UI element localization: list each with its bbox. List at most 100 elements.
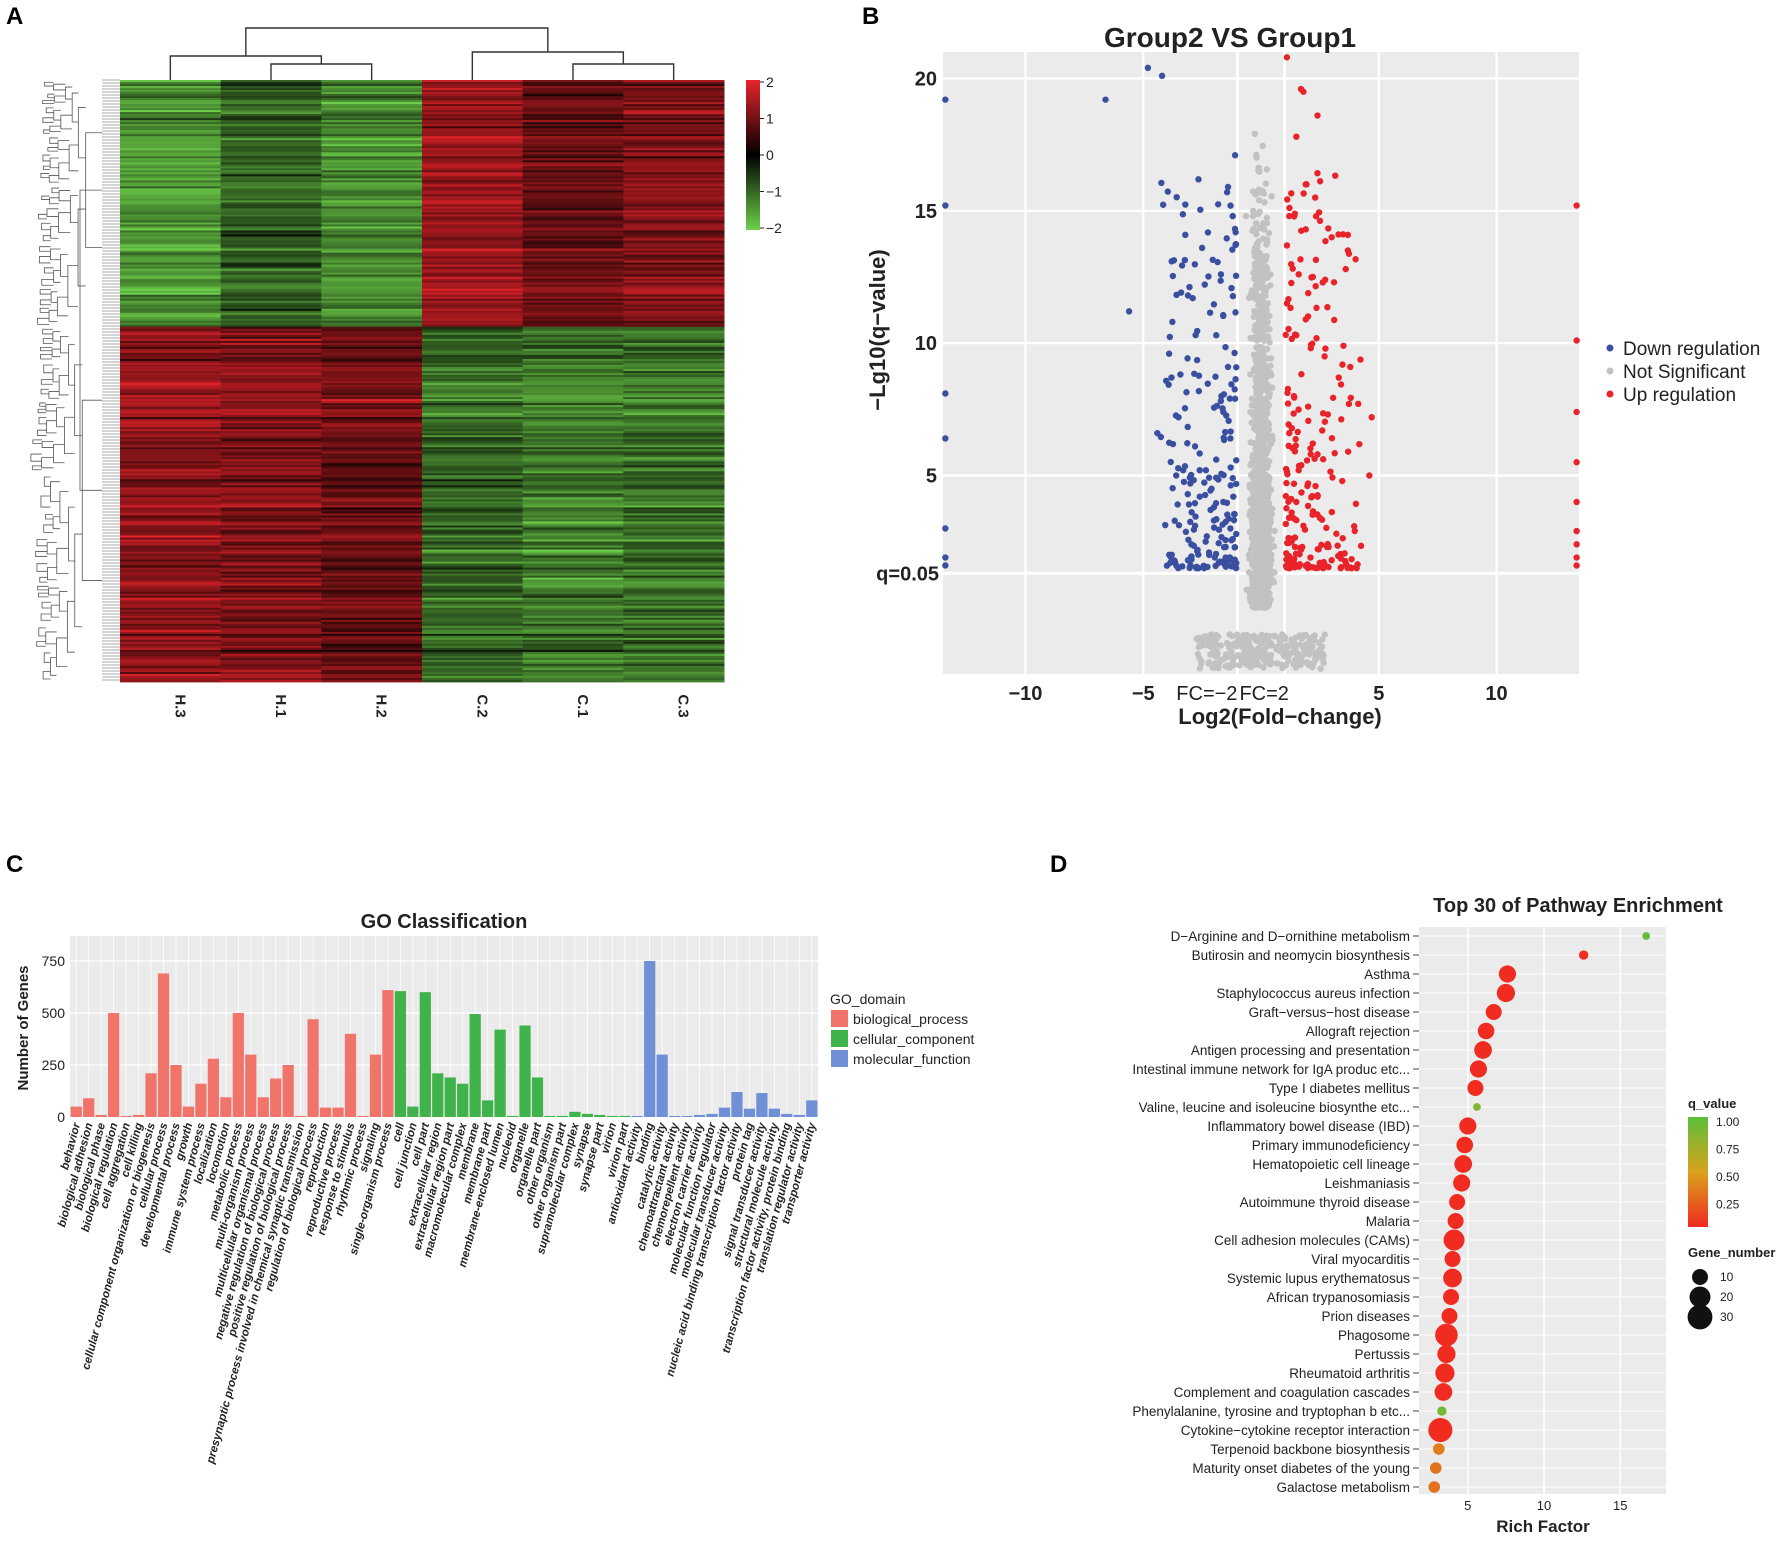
volcano-point-down xyxy=(1182,231,1189,239)
heatmap-cell xyxy=(522,591,624,595)
heatmap-cell xyxy=(220,152,322,155)
heatmap-cell xyxy=(623,270,725,274)
dendrogram-branch xyxy=(37,408,46,414)
heatmap-cell xyxy=(522,407,624,410)
volcano-point-down xyxy=(1167,559,1174,566)
heatmap-cell xyxy=(120,667,222,671)
heatmap-cell xyxy=(522,455,624,458)
pathway-point xyxy=(1477,1022,1495,1040)
heatmap-cell xyxy=(623,150,725,153)
heatmap-cell xyxy=(120,82,222,85)
dendrogram-branch xyxy=(48,175,59,183)
dendrogram-branch xyxy=(60,114,73,130)
volcano-point-up xyxy=(1295,466,1302,474)
heatmap-cell xyxy=(623,194,725,197)
heatmap-cell xyxy=(522,393,624,396)
heatmap-cell xyxy=(422,455,524,458)
heatmap-cell xyxy=(220,423,322,426)
dendrogram-branch xyxy=(77,208,86,287)
volcano-point-up xyxy=(1314,169,1321,177)
volcano-point-up xyxy=(1573,459,1580,466)
volcano-point-ns xyxy=(1255,196,1263,204)
heatmap-cell xyxy=(623,557,725,560)
heatmap-cell xyxy=(120,603,222,607)
heatmap-cell xyxy=(522,150,624,153)
dendrogram-branch xyxy=(52,516,60,530)
heatmap-cell xyxy=(321,495,423,498)
heatmap-cell xyxy=(623,575,725,579)
heatmap-cell xyxy=(321,110,423,113)
heatmap-cell xyxy=(522,475,624,478)
heatmap-cell xyxy=(321,579,423,583)
heatmap-cell xyxy=(220,463,322,466)
heatmap-cell xyxy=(220,276,322,280)
go-bar xyxy=(357,1115,369,1117)
heatmap-cell xyxy=(522,138,624,141)
heatmap-cell xyxy=(321,415,423,418)
heatmap-cell xyxy=(422,507,524,510)
go-bar xyxy=(70,1106,82,1117)
heatmap-cell xyxy=(120,226,222,229)
heatmap-cell xyxy=(422,110,524,113)
volcano-point-up xyxy=(1573,337,1580,344)
heatmap-cell xyxy=(220,248,322,251)
volcano-point-down xyxy=(1180,478,1188,486)
heatmap-cell xyxy=(422,222,524,225)
heatmap-cell xyxy=(120,441,222,444)
heatmap-cell xyxy=(623,603,725,607)
heatmap-cell xyxy=(120,653,222,657)
heatmap-cell xyxy=(623,344,725,348)
heatmap-cell xyxy=(220,537,322,540)
heatmap-cell xyxy=(522,523,624,526)
heatmap-cell xyxy=(623,401,725,404)
heatmap-cell xyxy=(321,334,423,338)
heatmap-cell xyxy=(522,194,624,197)
heatmap-cell xyxy=(522,300,624,304)
heatmap-cell xyxy=(120,629,222,633)
heatmap-cell xyxy=(623,635,725,639)
heatmap-cell xyxy=(220,429,322,432)
heatmap-cell xyxy=(321,601,423,605)
heatmap-cell xyxy=(321,669,423,673)
heatmap-cell xyxy=(422,276,524,280)
heatmap-cell xyxy=(321,306,423,310)
go-legend-title: GO_domain xyxy=(830,991,905,1007)
go-bar xyxy=(332,1107,344,1117)
heatmap-cell xyxy=(220,286,322,290)
volcano-point-down xyxy=(1201,479,1208,486)
heatmap-cell xyxy=(321,94,423,97)
volcano-point-down xyxy=(1195,176,1202,183)
heatmap-cell xyxy=(623,122,725,125)
heatmap-cell xyxy=(623,579,725,583)
heatmap-cell xyxy=(522,358,624,362)
heatmap-cell xyxy=(120,132,222,135)
volcano-point-down xyxy=(942,435,949,442)
heatmap-cell xyxy=(623,525,725,528)
heatmap-cell xyxy=(522,617,624,621)
volcano-point-down xyxy=(1229,535,1236,543)
volcano-point-up xyxy=(1288,190,1295,197)
heatmap-cell xyxy=(321,322,423,326)
heatmap-cell xyxy=(220,252,322,255)
heatmap-cell xyxy=(522,206,624,209)
go-bar xyxy=(569,1111,581,1117)
heatmap-cell xyxy=(522,340,624,344)
volcano-point-ns xyxy=(1256,653,1264,660)
heatmap-cell xyxy=(422,80,524,83)
heatmap-cell xyxy=(522,292,624,296)
volcano-point-up xyxy=(1356,440,1363,448)
heatmap-cell xyxy=(522,364,624,368)
volcano-point-up xyxy=(1293,133,1300,140)
pathway-label: Type I diabetes mellitus xyxy=(1269,1081,1410,1096)
volcano-point-up xyxy=(1291,515,1298,522)
heatmap-cell xyxy=(422,160,524,163)
heatmap-cell xyxy=(422,176,524,179)
volcano-point-up xyxy=(1309,440,1316,447)
heatmap-cell xyxy=(220,417,322,420)
heatmap-cell xyxy=(220,617,322,621)
volcano-point-ns xyxy=(1259,142,1266,150)
heatmap-cell xyxy=(120,234,222,237)
dendrogram-branch xyxy=(32,439,43,444)
volcano-point-up xyxy=(1339,535,1346,542)
dendrogram-branch xyxy=(50,657,57,676)
